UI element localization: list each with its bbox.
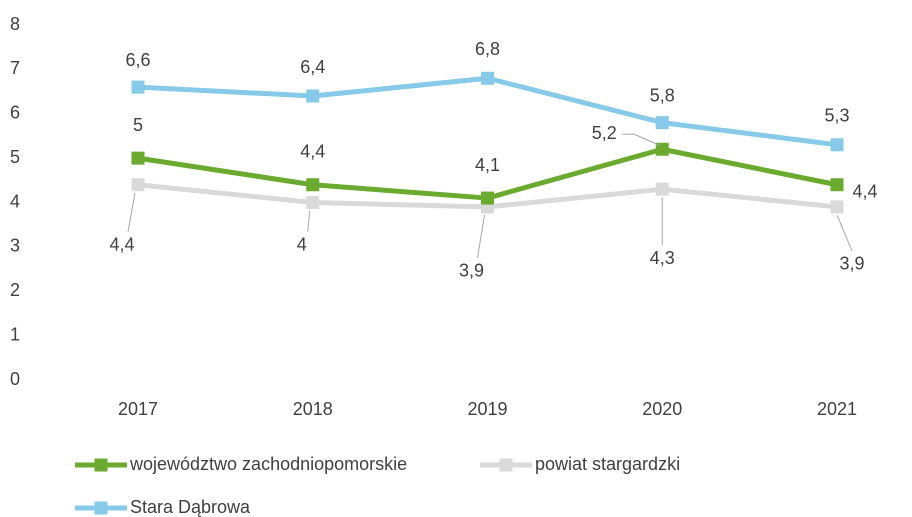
y-tick-label: 1 xyxy=(10,324,20,344)
y-tick-label: 6 xyxy=(10,103,20,123)
x-tick-label: 2020 xyxy=(642,399,682,419)
data-label: 6,8 xyxy=(475,39,500,59)
data-label: 6,4 xyxy=(300,57,325,77)
data-label: 4,3 xyxy=(650,248,675,268)
leader-line xyxy=(127,192,136,232)
y-tick-label: 2 xyxy=(10,280,20,300)
point-marker xyxy=(131,80,145,94)
point-marker xyxy=(655,142,669,156)
point-marker xyxy=(830,200,844,214)
point-marker xyxy=(830,138,844,152)
y-tick-label: 5 xyxy=(10,147,20,167)
data-label: 4,4 xyxy=(109,235,134,255)
point-marker xyxy=(306,89,320,103)
data-label: 6,6 xyxy=(125,50,150,70)
legend-marker xyxy=(94,458,108,472)
leader-line xyxy=(836,214,853,252)
point-marker xyxy=(131,178,145,192)
legend-label: powiat stargardzki xyxy=(535,454,680,474)
point-marker xyxy=(306,178,320,192)
x-tick-label: 2019 xyxy=(467,399,507,419)
legend-label: Stara Dąbrowa xyxy=(130,497,251,517)
point-marker xyxy=(481,71,494,85)
data-label: 4,4 xyxy=(852,182,877,202)
point-marker xyxy=(655,182,669,196)
data-label: 4,4 xyxy=(300,142,325,162)
point-marker xyxy=(481,191,494,205)
data-label: 4 xyxy=(297,234,307,254)
data-label: 4,1 xyxy=(475,155,500,175)
y-tick-label: 7 xyxy=(10,58,20,78)
point-marker xyxy=(131,151,145,165)
legend-marker xyxy=(499,458,513,472)
x-tick-label: 2021 xyxy=(817,399,857,419)
y-tick-label: 4 xyxy=(10,191,20,211)
point-marker xyxy=(830,178,844,192)
legend-marker xyxy=(94,501,108,515)
data-label: 5,8 xyxy=(650,85,675,105)
y-tick-label: 0 xyxy=(10,369,20,389)
data-label: 3,9 xyxy=(459,261,484,281)
legend-label: województwo zachodniopomorskie xyxy=(129,454,407,474)
leader-line xyxy=(477,214,485,259)
y-tick-label: 3 xyxy=(10,236,20,256)
x-tick-label: 2018 xyxy=(293,399,333,419)
series-line xyxy=(137,75,838,148)
leader-line xyxy=(307,210,311,232)
data-label: 5,3 xyxy=(824,106,849,126)
point-marker xyxy=(306,196,320,209)
data-label: 3,9 xyxy=(839,254,864,274)
point-marker xyxy=(655,116,669,130)
y-tick-label: 8 xyxy=(10,14,20,34)
data-label: 5,2 xyxy=(592,123,617,143)
x-tick-label: 2017 xyxy=(118,399,158,419)
leader-line xyxy=(622,133,660,146)
data-label: 5 xyxy=(133,115,143,135)
